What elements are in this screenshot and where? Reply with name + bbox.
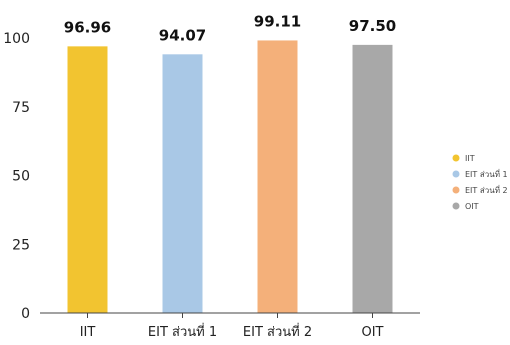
x-tick-label: EIT ส่วนที่ 2 bbox=[243, 323, 312, 340]
bar-value-label: 94.07 bbox=[159, 26, 206, 44]
y-tick-label: 100 bbox=[3, 31, 30, 47]
bar bbox=[67, 46, 108, 314]
y-tick-label: 50 bbox=[12, 169, 30, 185]
legend: IIT EIT ส่วนที่ 1 EIT ส่วนที่ 2 OIT bbox=[452, 154, 508, 211]
legend-marker bbox=[452, 170, 460, 178]
bar bbox=[162, 54, 203, 314]
bar bbox=[352, 44, 393, 313]
bar-value-label: 96.96 bbox=[64, 18, 111, 36]
bar bbox=[257, 40, 298, 313]
y-tick-label: 25 bbox=[12, 237, 30, 253]
x-axis: IIT EIT ส่วนที่ 1 EIT ส่วนที่ 2 OIT bbox=[40, 312, 420, 340]
bar-value-label: 97.50 bbox=[349, 17, 396, 35]
legend-marker bbox=[452, 186, 460, 194]
legend-label: OIT bbox=[465, 202, 479, 211]
x-tick-label: OIT bbox=[361, 325, 383, 340]
y-axis: 0 25 50 75 100 bbox=[3, 31, 30, 322]
bar-value-label: 99.11 bbox=[254, 12, 301, 30]
x-tick-label: IIT bbox=[80, 325, 96, 340]
y-tick-label: 75 bbox=[12, 100, 30, 116]
legend-marker bbox=[452, 154, 460, 162]
x-tick-label: EIT ส่วนที่ 1 bbox=[148, 323, 217, 340]
legend-label: IIT bbox=[465, 154, 475, 163]
y-tick-label: 0 bbox=[21, 306, 30, 322]
legend-label: EIT ส่วนที่ 1 bbox=[465, 168, 508, 179]
legend-label: EIT ส่วนที่ 2 bbox=[465, 184, 508, 195]
bars: 96.96 94.07 99.11 97.50 bbox=[64, 12, 396, 314]
legend-marker bbox=[452, 202, 460, 210]
